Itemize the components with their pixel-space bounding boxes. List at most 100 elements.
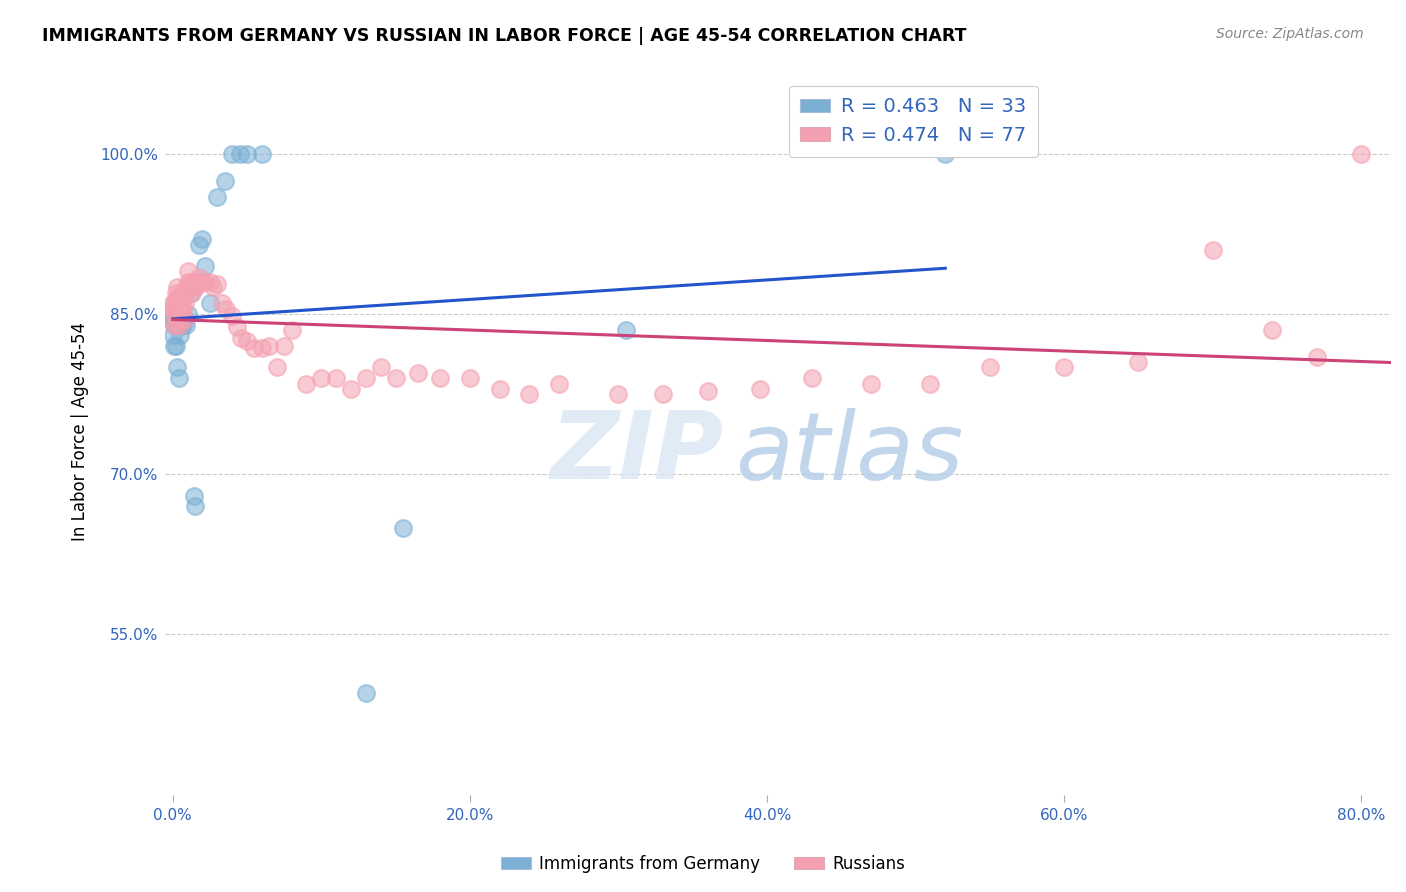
Point <box>170 318 193 332</box>
Point <box>170 285 193 300</box>
Point <box>384 371 406 385</box>
Point <box>172 318 194 332</box>
Point <box>266 360 288 375</box>
Point <box>184 500 207 514</box>
Point <box>207 277 229 292</box>
Point <box>1128 355 1150 369</box>
Point <box>259 339 281 353</box>
Point <box>934 147 956 161</box>
Point <box>1202 243 1225 257</box>
Point <box>221 147 243 161</box>
Point <box>748 382 770 396</box>
Point <box>162 296 184 310</box>
Point <box>163 318 186 332</box>
Point <box>170 301 193 316</box>
Point <box>488 382 510 396</box>
Point <box>172 291 194 305</box>
Point <box>979 360 1001 375</box>
Point <box>201 280 224 294</box>
Point <box>920 376 942 391</box>
Text: IMMIGRANTS FROM GERMANY VS RUSSIAN IN LABOR FORCE | AGE 45-54 CORRELATION CHART: IMMIGRANTS FROM GERMANY VS RUSSIAN IN LA… <box>42 27 967 45</box>
Point <box>162 301 184 316</box>
Point <box>243 341 266 355</box>
Point <box>458 371 481 385</box>
Point <box>176 275 198 289</box>
Point <box>167 371 190 385</box>
Point <box>166 301 188 316</box>
Point <box>173 296 195 310</box>
Point <box>191 232 214 246</box>
Point <box>800 371 823 385</box>
Point <box>236 147 259 161</box>
Point <box>548 376 571 391</box>
Point <box>1305 350 1327 364</box>
Point <box>214 174 236 188</box>
Point <box>370 360 392 375</box>
Point <box>163 307 186 321</box>
Point <box>167 296 190 310</box>
Point <box>169 318 191 332</box>
Point <box>183 489 205 503</box>
Point <box>517 387 540 401</box>
Point <box>211 296 233 310</box>
Point <box>191 275 214 289</box>
Point <box>228 147 250 161</box>
Point <box>162 307 184 321</box>
Point <box>180 275 202 289</box>
Text: ZIP: ZIP <box>550 408 723 500</box>
Point <box>177 280 200 294</box>
Point <box>236 334 259 348</box>
Text: Source: ZipAtlas.com: Source: ZipAtlas.com <box>1216 27 1364 41</box>
Point <box>1053 360 1076 375</box>
Point <box>225 319 247 334</box>
Point <box>181 285 204 300</box>
Point <box>614 323 637 337</box>
Point <box>163 318 186 332</box>
Point <box>250 147 273 161</box>
Point <box>652 387 675 401</box>
Point <box>186 280 208 294</box>
Point <box>221 310 243 324</box>
Text: atlas: atlas <box>735 408 963 499</box>
Point <box>166 280 188 294</box>
Point <box>165 339 187 353</box>
Point <box>273 339 295 353</box>
Point <box>696 384 718 398</box>
Point <box>180 285 202 300</box>
Point <box>174 280 197 294</box>
Point <box>165 285 187 300</box>
Point <box>295 376 318 391</box>
Point <box>311 371 333 385</box>
Point <box>198 275 221 289</box>
Point <box>167 312 190 326</box>
Point <box>174 318 197 332</box>
Point <box>207 189 229 203</box>
Point <box>392 521 415 535</box>
Point <box>173 312 195 326</box>
Point <box>166 360 188 375</box>
Point <box>194 275 217 289</box>
Point <box>188 269 211 284</box>
Point <box>354 686 377 700</box>
Point <box>229 330 252 344</box>
Point <box>429 371 451 385</box>
Point <box>325 371 347 385</box>
Legend: R = 0.463   N = 33, R = 0.474   N = 77: R = 0.463 N = 33, R = 0.474 N = 77 <box>789 86 1038 157</box>
Point <box>165 318 187 332</box>
Point <box>176 264 198 278</box>
Point <box>406 366 429 380</box>
Point <box>169 301 191 316</box>
Point <box>163 339 186 353</box>
Point <box>165 318 187 332</box>
Point <box>1350 147 1372 161</box>
Point <box>250 341 273 355</box>
Point <box>215 301 238 316</box>
Point <box>184 275 207 289</box>
Point <box>340 382 363 396</box>
Y-axis label: In Labor Force | Age 45-54: In Labor Force | Age 45-54 <box>72 322 89 541</box>
Point <box>859 376 882 391</box>
Point <box>165 301 187 316</box>
Point <box>198 296 221 310</box>
Point <box>163 296 186 310</box>
Point <box>187 275 209 289</box>
